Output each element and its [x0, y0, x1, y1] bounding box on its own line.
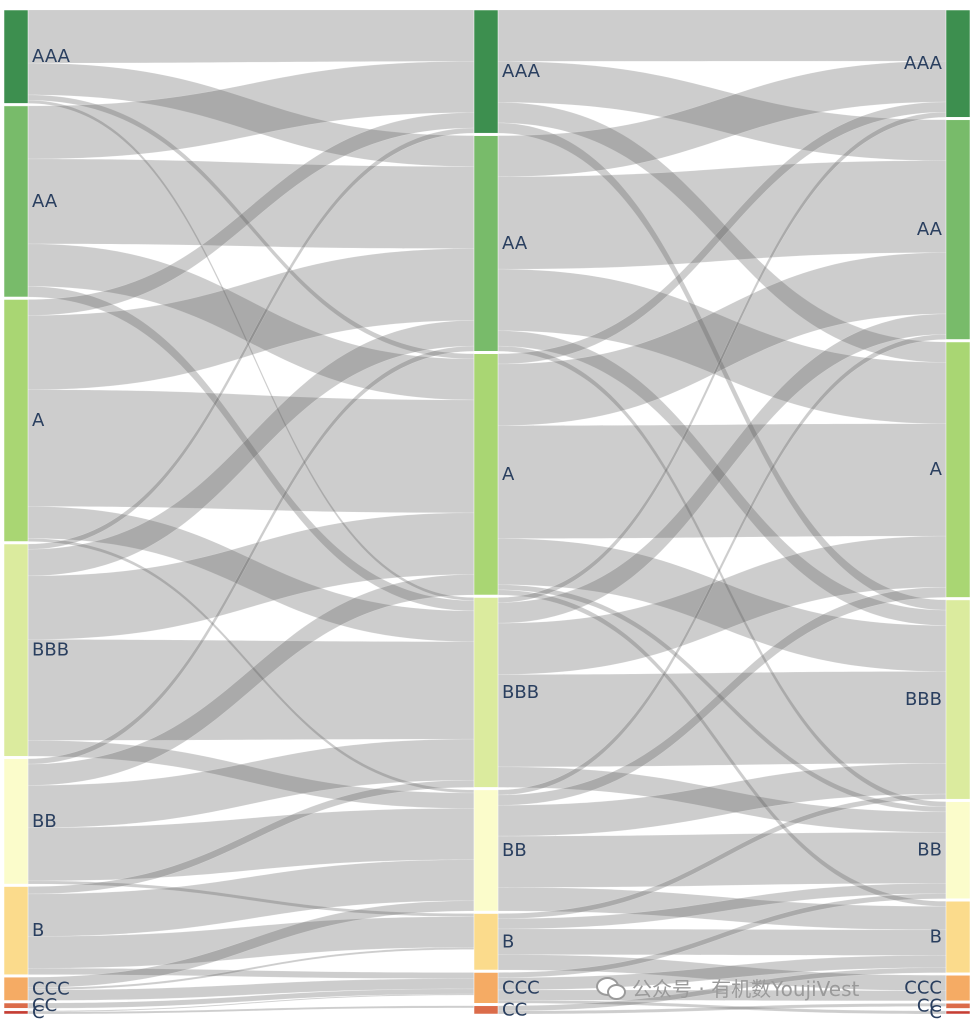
node-stage3-cc[interactable] [945, 1003, 971, 1009]
node-label-stage3-cc: CC [917, 995, 942, 1016]
node-stage1-cc[interactable] [3, 1002, 29, 1009]
node-label-stage1-aaa: AAA [32, 46, 71, 67]
node-stage1-aa[interactable] [3, 105, 29, 298]
node-label-stage2-bbb: BBB [502, 682, 539, 703]
node-stage3-aaa[interactable] [945, 9, 971, 118]
node-stage3-aa[interactable] [945, 119, 971, 340]
node-label-stage3-aa: AA [917, 219, 943, 240]
link-1-bb-to-bb[interactable] [497, 832, 947, 888]
node-stage3-bb[interactable] [945, 801, 971, 900]
node-label-stage1-cc: CC [32, 995, 57, 1016]
node-label-stage2-ccc: CCC [502, 977, 540, 998]
node-label-stage1-bb: BB [32, 811, 57, 832]
node-stage1-a[interactable] [3, 299, 29, 542]
link-0-aa-to-aa[interactable] [27, 158, 475, 249]
node-stage1-aaa[interactable] [3, 9, 29, 104]
node-label-stage3-b: B [930, 927, 942, 948]
link-1-a-to-a[interactable] [497, 423, 947, 539]
node-stage2-ccc[interactable] [473, 972, 499, 1004]
node-stage3-c[interactable] [945, 1010, 971, 1015]
link-1-aaa-to-aaa[interactable] [497, 9, 947, 62]
sankey-links [27, 9, 947, 1015]
node-label-stage2-cc: CC [502, 999, 527, 1020]
link-1-aa-to-aa[interactable] [497, 160, 947, 270]
node-label-stage3-bb: BB [917, 840, 942, 861]
node-stage1-ccc[interactable] [3, 976, 29, 1001]
node-stage3-a[interactable] [945, 341, 971, 598]
node-stage1-bb[interactable] [3, 758, 29, 885]
node-label-stage2-aa: AA [502, 233, 528, 254]
link-0-aaa-to-aaa[interactable] [27, 9, 475, 64]
node-label-stage2-aaa: AAA [502, 61, 541, 82]
node-label-stage2-a: A [502, 464, 515, 485]
node-label-stage1-aa: AA [32, 191, 58, 212]
node-label-stage3-c: C [929, 1002, 942, 1023]
watermark-text: 公众号 · 有机数YoujiVest [632, 976, 860, 1001]
node-stage3-b[interactable] [945, 901, 971, 974]
wechat-icon [596, 975, 626, 1000]
node-label-stage1-ccc: CCC [32, 978, 70, 999]
node-label-stage1-c: C [32, 1002, 45, 1023]
node-label-stage2-bb: BB [502, 840, 527, 861]
node-stage3-bbb[interactable] [945, 599, 971, 800]
node-stage2-bbb[interactable] [473, 597, 499, 788]
sankey-labels: AAAAAABBBBBBCCCCCCAAAAAABBBBBBCCCCCAAAAA… [32, 46, 943, 1023]
node-stage1-bbb[interactable] [3, 543, 29, 757]
node-stage1-b[interactable] [3, 886, 29, 975]
link-1-bbb-to-bbb[interactable] [497, 671, 947, 768]
node-stage2-a[interactable] [473, 353, 499, 596]
node-label-stage3-a: A [930, 459, 943, 480]
node-label-stage3-ccc: CCC [904, 978, 942, 999]
node-label-stage2-b: B [502, 931, 514, 952]
node-stage2-aa[interactable] [473, 135, 499, 352]
node-label-stage1-a: A [32, 410, 45, 431]
node-stage2-bb[interactable] [473, 789, 499, 912]
node-stage3-ccc[interactable] [945, 975, 971, 1002]
watermark: 公众号 · 有机数YoujiVest [596, 972, 859, 1002]
node-stage1-c[interactable] [3, 1010, 29, 1015]
node-label-stage3-aaa: AAA [904, 53, 943, 74]
node-label-stage3-bbb: BBB [905, 689, 942, 710]
node-label-stage1-bbb: BBB [32, 640, 69, 661]
node-label-stage1-b: B [32, 920, 44, 941]
node-stage2-cc[interactable] [473, 1005, 499, 1015]
node-stage2-aaa[interactable] [473, 9, 499, 134]
node-stage2-b[interactable] [473, 913, 499, 971]
sankey-nodes [3, 9, 971, 1015]
